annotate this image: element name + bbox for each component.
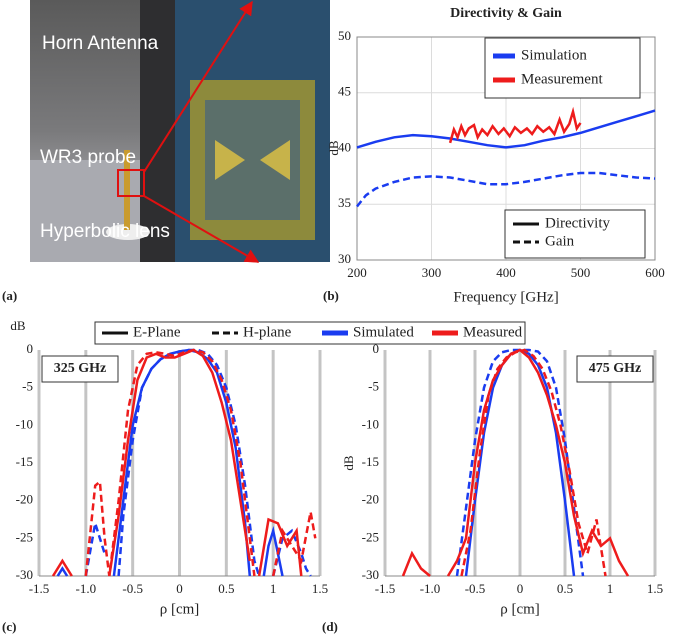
lens bbox=[106, 224, 150, 240]
annotation: 475 GHz bbox=[589, 361, 642, 376]
x-tick-label: 600 bbox=[645, 265, 665, 280]
x-tick-label: -1.0 bbox=[420, 581, 441, 596]
annotation-box bbox=[576, 355, 654, 383]
zoom-arrow bbox=[143, 195, 260, 263]
legend-label: Measurement bbox=[521, 71, 603, 87]
legend-box bbox=[504, 209, 646, 259]
x-axis-label: Frequency [GHz] bbox=[453, 289, 558, 305]
panel-label: (b) bbox=[323, 288, 339, 303]
legend-box bbox=[94, 321, 526, 345]
y-tick-label: -15 bbox=[362, 454, 379, 469]
y-tick-label: 30 bbox=[338, 251, 351, 266]
series-line bbox=[84, 348, 312, 577]
y-tick-label: -10 bbox=[362, 416, 379, 431]
panel-label: (d) bbox=[322, 619, 338, 634]
series-line bbox=[56, 348, 284, 577]
x-tick-label: -1.5 bbox=[375, 581, 396, 596]
y-tick-label: -20 bbox=[16, 492, 33, 507]
series-line bbox=[356, 109, 656, 149]
y-axis-label: dB bbox=[326, 140, 341, 156]
legend-label: Directivity bbox=[545, 215, 610, 231]
x-tick-label: 1 bbox=[607, 581, 614, 596]
series-line bbox=[84, 348, 317, 577]
x-axis-label: ρ [cm] bbox=[500, 601, 540, 617]
x-tick-label: 1.5 bbox=[647, 581, 663, 596]
y-tick-label: -25 bbox=[16, 529, 33, 544]
probe bbox=[124, 150, 130, 230]
series-line bbox=[356, 171, 656, 208]
x-tick-label: 500 bbox=[571, 265, 591, 280]
x-tick-label: -0.5 bbox=[122, 581, 143, 596]
chip-pattern bbox=[215, 140, 290, 180]
y-tick-label: 35 bbox=[338, 195, 351, 210]
x-tick-label: -1.0 bbox=[76, 581, 97, 596]
y-tick-label: -30 bbox=[16, 567, 33, 582]
annotation: 325 GHz bbox=[54, 361, 107, 376]
y-tick-label: -25 bbox=[362, 529, 379, 544]
zoom-arrow bbox=[143, 0, 253, 173]
x-tick-label: 1 bbox=[270, 581, 277, 596]
photo-label: Hyperbolic lens bbox=[40, 221, 170, 242]
series-line bbox=[460, 348, 607, 577]
series-line bbox=[455, 348, 585, 577]
plot-frame bbox=[356, 36, 656, 261]
y-tick-label: -15 bbox=[16, 454, 33, 469]
legend-label: Gain bbox=[545, 233, 575, 249]
x-tick-label: 400 bbox=[496, 265, 516, 280]
series-line bbox=[51, 348, 303, 577]
photo-panel: Horn Antenna WR3 probe Hyperbolic lens (… bbox=[2, 0, 330, 303]
x-tick-label: -0.5 bbox=[465, 581, 486, 596]
y-tick-label: 0 bbox=[373, 341, 380, 356]
legend-box bbox=[484, 37, 641, 99]
y-tick-label: -10 bbox=[16, 416, 33, 431]
legend-label: Simulation bbox=[521, 47, 587, 63]
photo-label: WR3 probe bbox=[40, 147, 136, 168]
chart-title: Directivity & Gain bbox=[450, 6, 562, 21]
y-axis-label: dB bbox=[341, 455, 356, 471]
y-tick-label: -5 bbox=[22, 379, 33, 394]
panel-label: (c) bbox=[2, 619, 16, 634]
photo-label: Horn Antenna bbox=[42, 33, 159, 54]
x-tick-label: 200 bbox=[347, 265, 367, 280]
series-line bbox=[448, 106, 582, 144]
x-tick-label: 0 bbox=[517, 581, 524, 596]
y-tick-label: -5 bbox=[368, 379, 379, 394]
x-tick-label: 0.5 bbox=[218, 581, 234, 596]
y-tick-label: 40 bbox=[338, 139, 351, 154]
y-axis-label: dB bbox=[10, 318, 26, 333]
y-tick-label: 50 bbox=[338, 28, 351, 43]
y-tick-label: 45 bbox=[338, 84, 351, 99]
x-tick-label: -1.5 bbox=[29, 581, 50, 596]
legend-label: E-Plane bbox=[133, 324, 181, 340]
y-tick-label: 0 bbox=[27, 341, 34, 356]
x-tick-label: 0 bbox=[176, 581, 183, 596]
legend-label: H-plane bbox=[243, 324, 292, 340]
y-tick-label: -30 bbox=[362, 567, 379, 582]
panel-label: (a) bbox=[2, 288, 17, 303]
x-tick-label: 300 bbox=[422, 265, 442, 280]
annotation-box bbox=[41, 355, 119, 383]
zoom-box bbox=[117, 169, 145, 197]
legend-label: Measured bbox=[463, 324, 523, 340]
x-axis-label: ρ [cm] bbox=[160, 601, 200, 617]
series-line bbox=[401, 348, 630, 577]
legend-label: Simulated bbox=[353, 324, 414, 340]
y-tick-label: -20 bbox=[362, 492, 379, 507]
x-tick-label: 0.5 bbox=[557, 581, 573, 596]
x-tick-label: 1.5 bbox=[312, 581, 328, 596]
